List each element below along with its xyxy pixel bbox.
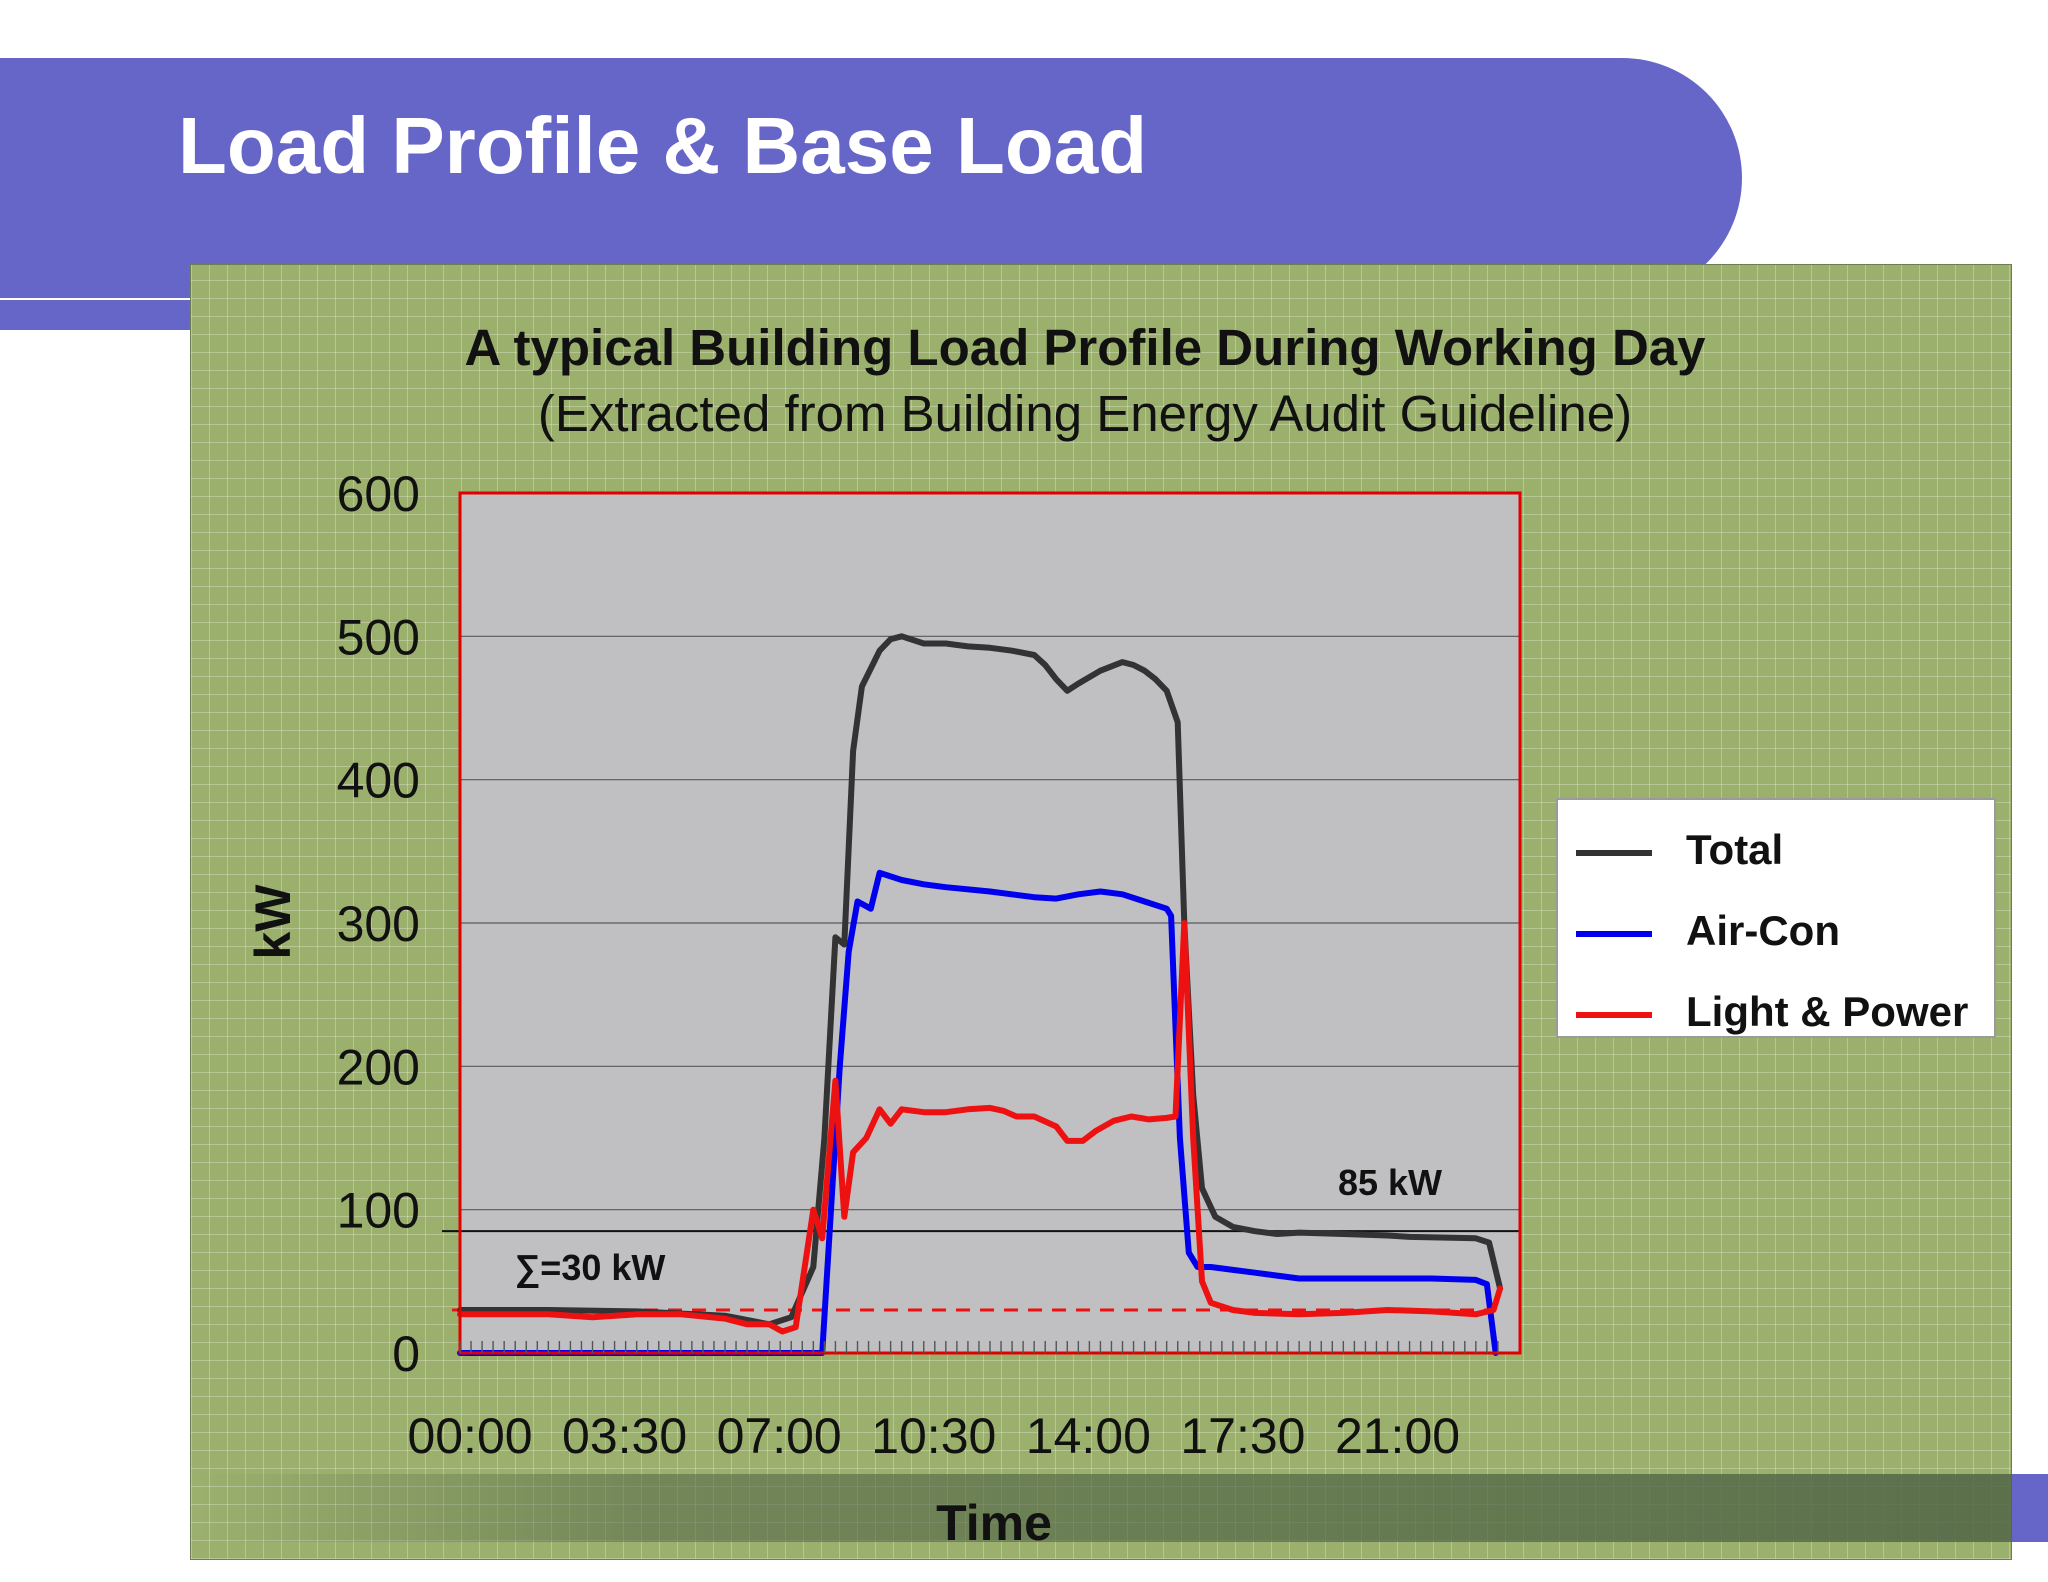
x-tick-label-1: 03:30 <box>562 1408 687 1464</box>
x-tick-label-3: 10:30 <box>871 1408 996 1464</box>
x-minor-ticks <box>459 1341 1499 1353</box>
banner-accent-line <box>0 300 190 330</box>
y-tick-label-100: 100 <box>337 1183 420 1239</box>
y-tick-label-500: 500 <box>337 609 420 665</box>
gridlines <box>460 635 1520 1211</box>
reference-85kw-label: 85 kW <box>1338 1162 1442 1203</box>
series-air-con-line <box>457 869 1499 1356</box>
legend-item-air-con: Air-Con <box>1576 903 1986 963</box>
legend-item-light-power: Light & Power <box>1576 984 1986 1044</box>
legend-label-total: Total <box>1686 826 1784 873</box>
title-banner <box>0 58 1742 298</box>
footer-accent <box>2012 1474 2048 1542</box>
y-tick-label-600: 600 <box>337 466 420 522</box>
series-total-line <box>457 633 1504 1328</box>
slide-title: Load Profile & Base Load <box>178 101 1148 190</box>
x-tick-label-5: 17:30 <box>1180 1408 1305 1464</box>
legend-swatch-air-con <box>1576 931 1652 937</box>
chart-subtitle: (Extracted from Building Energy Audit Gu… <box>537 385 1633 442</box>
chart-title: A typical Building Load Profile During W… <box>464 319 1706 376</box>
legend-item-total: Total <box>1576 822 1986 882</box>
y-tick-labels: 0 100 200 300 400 500 600 <box>337 466 420 1382</box>
series-group <box>457 633 1504 1356</box>
x-tick-label-4: 14:00 <box>1026 1408 1151 1464</box>
series-light-power-line <box>457 920 1504 1335</box>
x-tick-labels: 00:00 03:30 07:00 10:30 14:00 17:30 21:00 <box>407 1408 1460 1464</box>
legend-label-air-con: Air-Con <box>1686 907 1840 954</box>
reference-labels: 85 kW ∑=30 kW <box>515 1162 1442 1288</box>
x-tick-label-2: 07:00 <box>717 1408 842 1464</box>
legend: Total Air-Con Light & Power <box>1556 798 1996 1038</box>
x-tick-label-0: 00:00 <box>407 1408 532 1464</box>
legend-swatch-light-power <box>1576 1012 1652 1018</box>
y-tick-label-300: 300 <box>337 896 420 952</box>
x-tick-label-6: 21:00 <box>1335 1408 1460 1464</box>
base-load-label: ∑=30 kW <box>515 1247 666 1288</box>
y-tick-label-400: 400 <box>337 753 420 809</box>
footer-bar <box>190 1474 2012 1542</box>
y-tick-label-0: 0 <box>392 1326 420 1382</box>
legend-label-light-power: Light & Power <box>1686 988 1969 1035</box>
y-tick-label-200: 200 <box>337 1039 420 1095</box>
legend-swatch-total <box>1576 850 1652 856</box>
x-axis-label: Time <box>936 1495 1052 1551</box>
y-axis-label: kW <box>245 884 301 960</box>
